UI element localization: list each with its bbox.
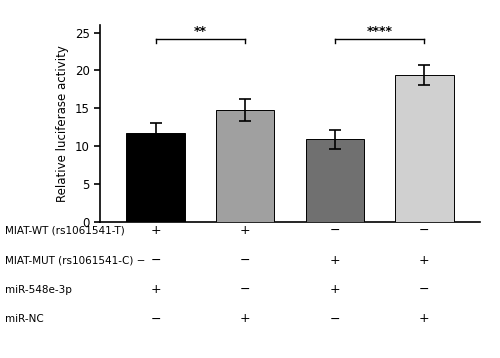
Text: −: − <box>150 254 161 267</box>
Text: +: + <box>240 313 250 325</box>
Text: −: − <box>419 283 430 296</box>
Text: +: + <box>150 283 161 296</box>
Text: ****: **** <box>366 25 392 38</box>
Bar <box>306 139 364 222</box>
Text: miR-NC: miR-NC <box>5 314 44 324</box>
Bar <box>396 75 454 222</box>
Text: miR-548e-3p: miR-548e-3p <box>5 285 72 295</box>
Text: −: − <box>150 313 161 325</box>
Text: +: + <box>419 313 430 325</box>
Text: −: − <box>330 313 340 325</box>
Text: +: + <box>330 254 340 267</box>
Text: MIAT-WT (rs1061541-T): MIAT-WT (rs1061541-T) <box>5 226 125 236</box>
Bar <box>216 110 274 222</box>
Text: MIAT-MUT (rs1061541-C) −: MIAT-MUT (rs1061541-C) − <box>5 255 146 265</box>
Text: +: + <box>330 283 340 296</box>
Text: **: ** <box>194 25 207 38</box>
Text: −: − <box>330 224 340 237</box>
Bar <box>126 134 184 222</box>
Text: +: + <box>150 224 161 237</box>
Text: +: + <box>240 224 250 237</box>
Y-axis label: Relative luciferase activity: Relative luciferase activity <box>56 45 69 202</box>
Text: −: − <box>240 283 250 296</box>
Text: −: − <box>240 254 250 267</box>
Text: −: − <box>419 224 430 237</box>
Text: +: + <box>419 254 430 267</box>
